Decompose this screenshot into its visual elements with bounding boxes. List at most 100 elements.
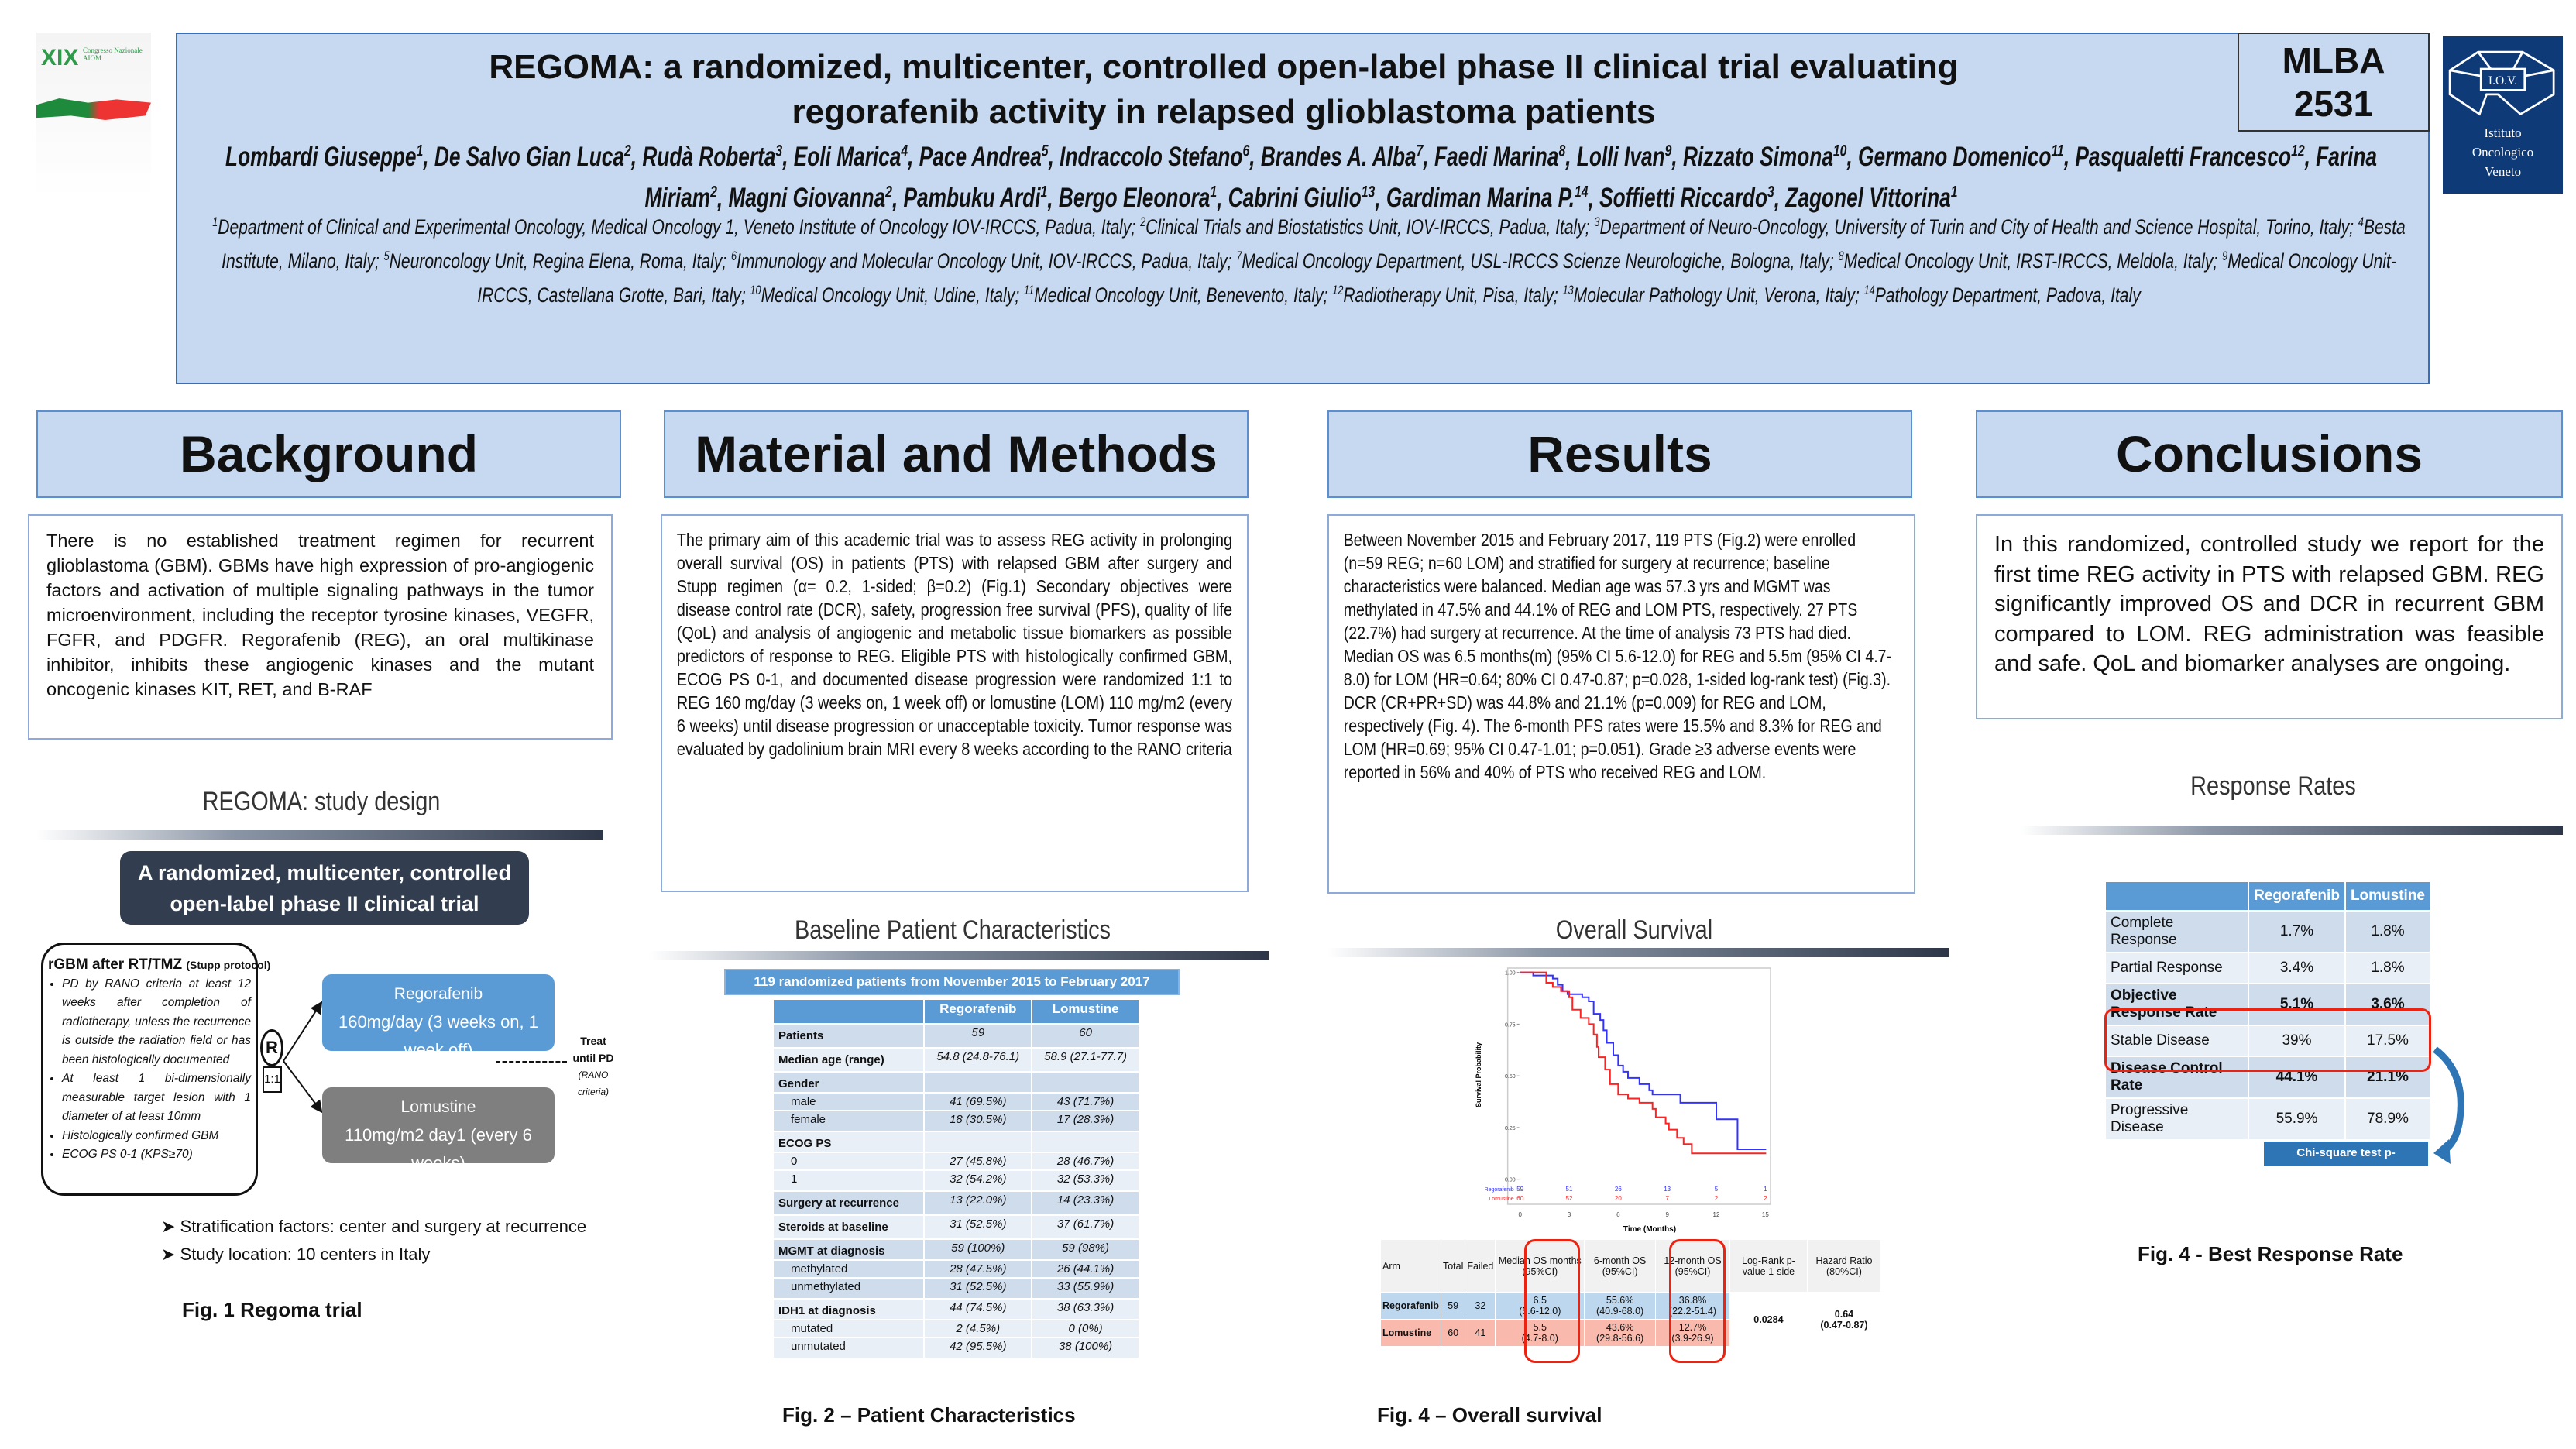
row-label: Objective Response Rate: [2104, 983, 2250, 1026]
author-affiliation-number: 5: [1041, 142, 1049, 160]
y-axis-title: Survival Probability: [1475, 1042, 1482, 1107]
affiliation-number: 11: [1024, 283, 1035, 297]
affiliation-text: Medical Oncology Department, USL-IRCCS S…: [1242, 249, 1839, 273]
affiliation: 1Department of Clinical and Experimental…: [212, 215, 1140, 239]
author-name: Brandes A. Alba: [1260, 141, 1417, 172]
hazard-ratio: 0.64 (0.47-0.87): [1806, 1292, 1882, 1347]
conclusions-text: In this randomized, controlled study we …: [1994, 532, 2544, 676]
regorafenib-value: 18 (30.5%): [923, 1110, 1033, 1132]
estimate: 6.5: [1533, 1295, 1547, 1306]
table-row: Lomustine 60 41 5.5 (4.7-8.0) 43.6% (29.8-56.6…: [1380, 1319, 1881, 1347]
row-label: Partial Response: [2104, 952, 2250, 984]
author: Gardiman Marina P.14: [1386, 183, 1589, 213]
table-row: unmutated 42 (95.5%) 38 (100%): [771, 1337, 1140, 1359]
affiliation-text: Department of Neuro-Oncology, University…: [1599, 215, 2358, 239]
lomustine-value: 38 (63.3%): [1031, 1298, 1140, 1320]
lomustine-value: 37 (61.7%): [1031, 1214, 1140, 1240]
randomization-arrows-icon: [283, 1001, 323, 1114]
abstract-code: MLBA 2531: [2238, 33, 2430, 132]
author-name: Pace Andrea: [919, 141, 1042, 172]
author: Zagonel Vittorina1: [1785, 183, 1957, 213]
row-label: Gender: [771, 1071, 926, 1094]
table-row: MGMT at diagnosis 59 (100%) 59 (98%): [771, 1238, 1140, 1261]
arm-dose: 110mg/m2 day1 (every 6 weeks): [345, 1125, 532, 1173]
author-name: Bergo Eleonora: [1058, 183, 1211, 214]
lomustine-value: 59 (98%): [1031, 1238, 1140, 1261]
table-row: Progressive Disease 55.9% 78.9%: [2104, 1097, 2432, 1141]
eligibility-heading-note: (Stupp protocol): [186, 959, 271, 971]
y-tick-label: 0.75: [1505, 1022, 1516, 1028]
table-row: Steroids at baseline 31 (52.5%) 37 (61.7%): [771, 1214, 1140, 1240]
affiliation-number: 6: [730, 249, 737, 263]
regorafenib-value: 55.9%: [2248, 1097, 2346, 1141]
column-header: Regorafenib: [2248, 881, 2346, 912]
criterion: ECOG PS 0-1 (KPS≥70): [62, 1145, 251, 1165]
column-header: [2104, 881, 2250, 912]
at-risk-count: 59: [1516, 1186, 1523, 1193]
author-list: Lombardi Giuseppe1, De Salvo Gian Luca2,…: [225, 141, 2377, 214]
affiliation: 12Radiotherapy Unit, Pisa, Italy;: [1332, 283, 1562, 307]
treat-line: (RANO criteria): [577, 1070, 609, 1097]
table-header-row: Regorafenib Lomustine: [771, 998, 1140, 1025]
confidence-interval: (22.2-51.4): [1668, 1306, 1717, 1317]
author: Farina Miriam2: [644, 142, 2376, 214]
table-row: Stable Disease 39% 17.5%: [2104, 1025, 2432, 1057]
allocation-ratio: 1:1: [263, 1066, 282, 1093]
arm-dose: 160mg/day (3 weeks on, 1 week off): [338, 1012, 539, 1059]
author-affiliation-number: 3: [1767, 183, 1774, 201]
author-name: Magni Giovanna: [728, 183, 886, 214]
poster-title-line2: regorafenib activity in relapsed gliobla…: [792, 93, 1656, 131]
affiliation-text: Immunology and Molecular Oncology Unit, …: [737, 249, 1237, 273]
author-name: Gardiman Marina P.: [1386, 183, 1575, 214]
fig4-title: Response Rates: [2190, 771, 2356, 801]
author-affiliation-number: 6: [1242, 142, 1250, 160]
lomustine-value: 26 (44.1%): [1031, 1259, 1140, 1279]
author: Magni Giovanna2: [728, 183, 892, 213]
table-row: Patients 59 60: [771, 1023, 1140, 1049]
affiliation-number: 2: [1140, 215, 1146, 229]
table-row: Objective Response Rate 5.1% 3.6%: [2104, 983, 2432, 1026]
divider: [649, 951, 1269, 960]
y-tick-label: 1.00: [1505, 971, 1516, 977]
affiliation: 14Pathology Department, Padova, Italy: [1864, 283, 2141, 307]
arm-name: Lomustine: [400, 1098, 476, 1116]
iov-emblem-icon: I.O.V.: [2448, 50, 2555, 116]
affiliation-text: Department of Clinical and Experimental …: [218, 215, 1141, 239]
lomustine-value: 17.5%: [2344, 1025, 2432, 1057]
affiliation-number: 7: [1236, 249, 1242, 263]
at-risk-label: Regorafenib: [1485, 1187, 1514, 1193]
chi-square-result: Chi-square test p-value=0.0083: [2264, 1142, 2428, 1183]
affiliation-text: Clinical Trials and Biostatistics Unit, …: [1145, 215, 1595, 239]
at-risk-count: 5: [1715, 1186, 1719, 1193]
table-row: mutated 2 (4.5%) 0 (0%): [771, 1319, 1140, 1338]
arm-lomustine: Lomustine 110mg/m2 day1 (every 6 weeks): [322, 1087, 555, 1173]
eligibility-heading: rGBM after RT/TMZ: [48, 956, 183, 973]
at-risk-count: 52: [1566, 1195, 1573, 1202]
abstract-code-prefix: MLBA: [2282, 40, 2385, 81]
affiliation: 6Immunology and Molecular Oncology Unit,…: [731, 249, 1236, 273]
estimate: 12.7%: [1678, 1322, 1707, 1333]
divider: [1327, 948, 1949, 957]
congress-logo: XIX Congresso Nazionale AIOM: [36, 33, 151, 197]
lomustine-value: 28 (46.7%): [1031, 1152, 1140, 1171]
logo-name-line: Oncologico: [2471, 145, 2534, 160]
column-header: Median OS months (95%CI): [1495, 1239, 1585, 1293]
table-row: Gender: [771, 1071, 1140, 1094]
table-row: 0 27 (45.8%) 28 (46.7%): [771, 1152, 1140, 1171]
design-box: A randomized, multicenter, controlled op…: [120, 851, 529, 925]
methods-box: The primary aim of this academic trial w…: [661, 514, 1249, 892]
affiliation: 2Clinical Trials and Biostatistics Unit,…: [1140, 215, 1594, 239]
at-risk-count: 20: [1615, 1195, 1622, 1202]
table-row: Partial Response 3.4% 1.8%: [2104, 952, 2432, 984]
row-label: 1: [771, 1169, 926, 1192]
at-risk-count: 13: [1664, 1186, 1671, 1193]
regorafenib-value: 54.8 (24.8-76.1): [923, 1047, 1033, 1073]
affiliation-text: Radiotherapy Unit, Pisa, Italy;: [1343, 283, 1563, 307]
estimate: 55.6%: [1606, 1295, 1634, 1306]
results-text: Between November 2015 and February 2017,…: [1343, 530, 1892, 782]
os-value: 5.5 (4.7-8.0): [1495, 1319, 1585, 1347]
os-value: 36.8% (22.2-51.4): [1655, 1292, 1730, 1320]
row-label: male: [771, 1092, 926, 1111]
table-row: IDH1 at diagnosis 44 (74.5%) 38 (63.3%): [771, 1298, 1140, 1320]
heading-conclusions: Conclusions: [1976, 410, 2563, 498]
